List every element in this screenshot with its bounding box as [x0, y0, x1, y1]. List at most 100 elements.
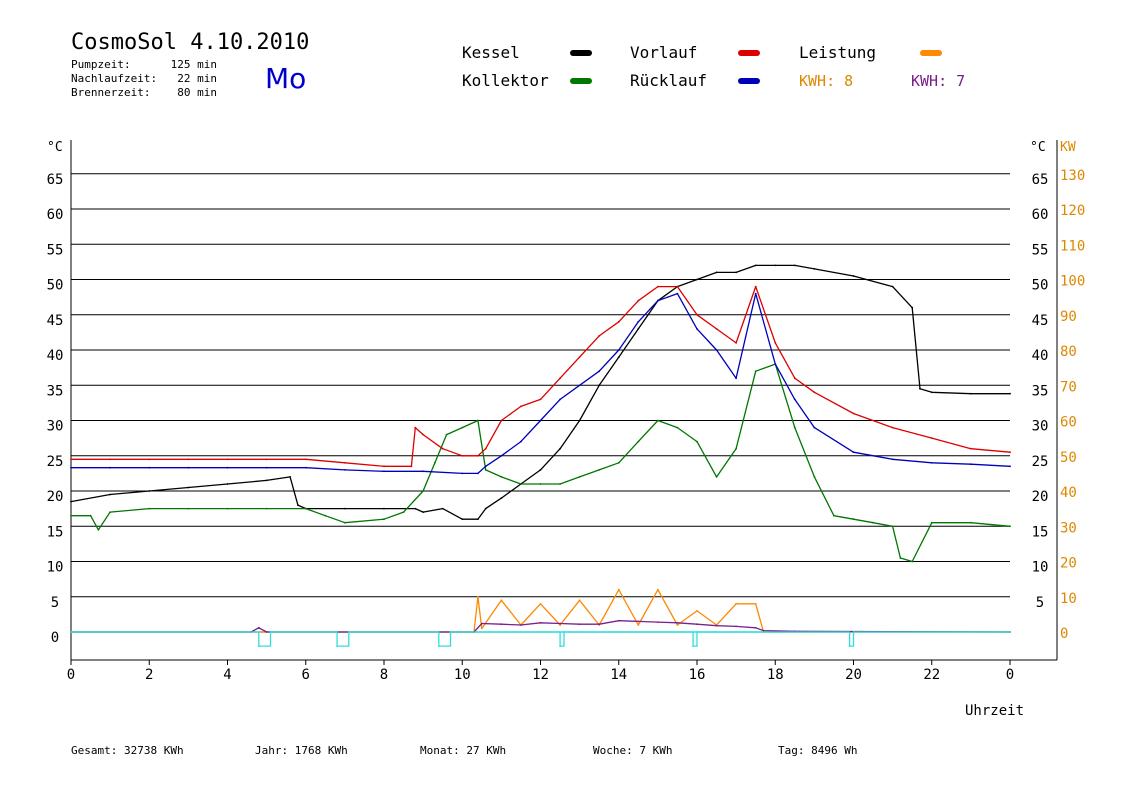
series-5-point-8 — [539, 621, 542, 624]
series-6-point-5 — [437, 645, 440, 647]
series-1-point-14 — [434, 461, 436, 464]
series-0-point-5 — [265, 479, 268, 482]
x-tick-12: 0 — [1006, 667, 1014, 683]
series-1-point-36 — [833, 514, 835, 517]
series-1-point-16 — [461, 426, 464, 429]
legend-ruecklauf: Rücklauf — [630, 71, 708, 90]
series-3-point-27 — [774, 363, 777, 365]
series-2-point-29 — [754, 285, 757, 288]
series-2-point-13 — [461, 454, 464, 457]
y-right-kw-tick-0: 0 — [1060, 626, 1068, 642]
y-right-kw-tick-20: 20 — [1060, 556, 1077, 572]
series-5-point-19 — [754, 626, 757, 629]
series-0-point-17 — [500, 497, 503, 499]
series-6-point-0 — [70, 631, 72, 633]
legend-kollektor-swatch — [570, 78, 592, 84]
series-3-point-15 — [539, 419, 542, 422]
series-0-point-31 — [774, 264, 777, 267]
summary-tag: Tag: 8496 Wh — [778, 744, 858, 757]
series-3-point-4 — [226, 466, 229, 469]
series-2-point-20 — [578, 356, 581, 358]
x-tick-7: 14 — [610, 667, 627, 683]
series-5-point-3 — [265, 631, 268, 633]
series-0-point-6 — [289, 476, 291, 478]
series-1-point-18 — [484, 469, 487, 471]
series-1-point-22 — [559, 483, 561, 485]
series-0-point-40 — [1009, 392, 1011, 395]
series-1-point-19 — [500, 476, 503, 478]
series-1-point-17 — [477, 419, 479, 422]
y-left-tick-35: 35 — [47, 383, 64, 399]
y-right-kw-tick-70: 70 — [1060, 379, 1077, 395]
series-4-point-4 — [500, 599, 503, 602]
y-right-temp-tick-65: 65 — [1032, 172, 1049, 188]
y-left-unit: °C — [47, 140, 63, 155]
series-1-point-35 — [813, 476, 816, 478]
series-1-point-3 — [109, 511, 111, 513]
series-0-point-33 — [813, 268, 816, 270]
series-0-point-29 — [735, 271, 737, 274]
series-0-point-14 — [461, 518, 464, 521]
y-right-temp-tick-25: 25 — [1032, 454, 1049, 470]
series-3-point-20 — [637, 320, 640, 323]
series-0-point-38 — [930, 391, 933, 394]
series-2-point-17 — [520, 405, 522, 408]
legend-ruecklauf-swatch — [738, 78, 760, 84]
x-tick-5: 10 — [454, 667, 471, 683]
series-2-point-7 — [344, 461, 346, 464]
series-3-point-17 — [578, 384, 581, 387]
series-2-point-35 — [930, 437, 933, 439]
series-6-point-11 — [848, 645, 851, 647]
series-2-point-32 — [813, 391, 816, 394]
series-2-point-19 — [559, 377, 561, 380]
series-4-point-3 — [480, 627, 483, 630]
series-2-point-22 — [617, 320, 620, 323]
series-0-point-22 — [598, 384, 601, 387]
legend-kessel-swatch — [570, 50, 592, 56]
series-3-point-19 — [617, 349, 620, 351]
legend-vorlauf: Vorlauf — [630, 43, 698, 62]
series-2-point-14 — [477, 454, 479, 457]
series-3-point-11 — [477, 472, 479, 475]
series-6-point-6 — [449, 631, 452, 633]
series-5-point-18 — [735, 625, 737, 628]
series-3-point-9 — [422, 470, 424, 473]
series-3-point-29 — [813, 426, 816, 429]
series-2-point-23 — [637, 299, 640, 302]
series-1-point-26 — [637, 440, 640, 443]
series-1-point-40 — [899, 557, 902, 559]
series-1-point-32 — [754, 370, 757, 373]
series-4-point-12 — [657, 588, 659, 591]
series-3-point-16 — [559, 398, 561, 401]
series-1-point-29 — [696, 440, 698, 443]
series-4-point-6 — [539, 602, 542, 605]
series-1-point-43 — [970, 521, 972, 524]
series-2-point-8 — [383, 465, 385, 468]
y-left-tick-5: 5 — [51, 595, 59, 611]
y-left-tick-45: 45 — [47, 313, 64, 329]
series-2-point-37 — [1009, 451, 1011, 454]
series-5-point-5 — [480, 622, 483, 625]
y-right-kw-tick-50: 50 — [1060, 450, 1077, 466]
y-left-tick-20: 20 — [47, 489, 64, 505]
series-1-point-42 — [930, 521, 933, 524]
series-1-point-1 — [89, 514, 92, 517]
series-2-point-15 — [484, 447, 487, 450]
series-6-point-12 — [852, 631, 855, 633]
pumpzeit-value: 125 min — [170, 58, 217, 71]
series-1-point-39 — [891, 525, 894, 528]
nachlaufzeit-label: Nachlaufzeit: — [71, 72, 158, 85]
y-right-temp-tick-50: 50 — [1032, 278, 1049, 294]
series-0-point-0 — [70, 500, 72, 503]
series-3-point-18 — [598, 370, 601, 373]
y-right-temp-tick-40: 40 — [1032, 348, 1049, 364]
summary-woche: Woche: 7 KWh — [593, 744, 673, 757]
series-line-4 — [71, 589, 1010, 633]
series-2-point-26 — [696, 313, 698, 316]
series-5-point-13 — [637, 620, 640, 623]
series-2-point-3 — [187, 458, 190, 461]
weekday-label: Mo — [265, 62, 307, 95]
series-1-point-7 — [265, 507, 268, 510]
series-5-point-14 — [657, 621, 659, 623]
